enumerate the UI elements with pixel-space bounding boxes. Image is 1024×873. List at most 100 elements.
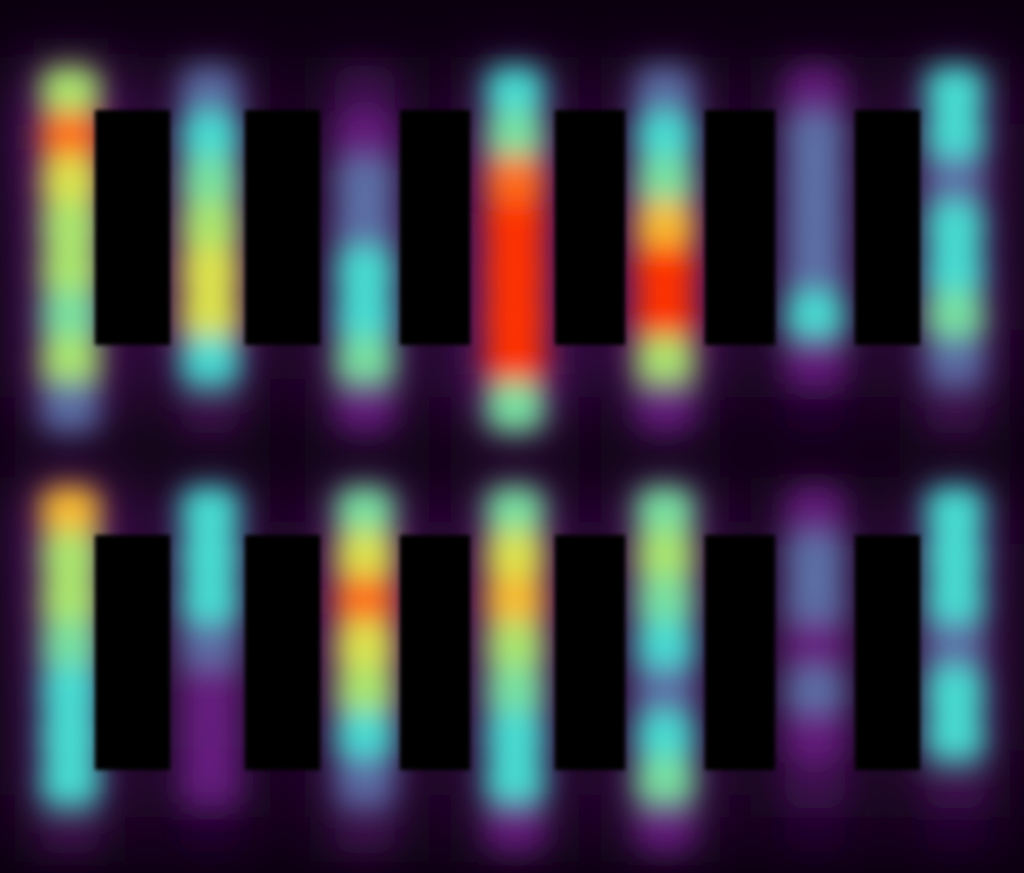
heat-cell — [635, 291, 695, 343]
heat-cell — [635, 666, 695, 718]
heat-cell — [635, 486, 695, 538]
heat-cell — [635, 711, 695, 763]
heat-cell — [180, 201, 240, 253]
heat-cell — [180, 576, 240, 628]
heat-cell — [785, 111, 845, 163]
heat-cell — [335, 246, 395, 298]
heat-cell — [925, 576, 985, 628]
heat-glow — [760, 792, 870, 862]
heat-cell — [635, 246, 695, 298]
heat-cell — [785, 531, 845, 583]
heat-cell — [180, 291, 240, 343]
heat-cell — [335, 486, 395, 538]
heat-cell — [40, 756, 100, 808]
heat-cell — [335, 756, 395, 808]
heat-cell — [635, 531, 695, 583]
shelf — [855, 535, 920, 770]
heat-glow — [15, 372, 125, 442]
shelf — [705, 535, 775, 770]
heat-cell — [180, 711, 240, 763]
heat-cell — [40, 531, 100, 583]
heat-cell — [785, 201, 845, 253]
heat-cell — [925, 201, 985, 253]
heat-cell — [485, 621, 545, 673]
heat-cell — [785, 336, 845, 388]
heat-cell — [335, 666, 395, 718]
heat-glow — [610, 372, 720, 442]
heat-cell — [785, 801, 845, 853]
shelves — [95, 110, 920, 770]
heat-cell — [485, 756, 545, 808]
glow-layer — [15, 57, 1010, 862]
heat-cell — [635, 801, 695, 853]
heat-cell — [635, 621, 695, 673]
heat-cell — [925, 156, 985, 208]
background — [0, 0, 1024, 873]
heat-cell — [40, 111, 100, 163]
heat-cell — [485, 531, 545, 583]
heat-cell — [335, 381, 395, 433]
heat-cell — [40, 336, 100, 388]
heat-cell — [925, 531, 985, 583]
heat-cell — [485, 486, 545, 538]
heat-cell — [485, 201, 545, 253]
heat-cell — [180, 531, 240, 583]
heat-cell — [40, 621, 100, 673]
heat-glow — [310, 792, 420, 862]
heat-cell — [335, 66, 395, 118]
heatmap-chart — [0, 0, 1024, 873]
heat-cell — [180, 381, 240, 433]
heat-cell — [180, 66, 240, 118]
heat-cell — [40, 201, 100, 253]
heat-glow — [155, 792, 265, 862]
heat-cell — [925, 486, 985, 538]
heat-cell — [180, 156, 240, 208]
heat-cell — [785, 666, 845, 718]
heat-cell — [180, 666, 240, 718]
heat-cell — [180, 486, 240, 538]
heat-cell — [635, 111, 695, 163]
heat-glow — [900, 792, 1010, 862]
heat-glow — [460, 372, 570, 442]
heat-cell — [785, 711, 845, 763]
heat-cell — [40, 246, 100, 298]
heat-cell — [925, 246, 985, 298]
heat-cell — [635, 201, 695, 253]
heat-cell — [335, 291, 395, 343]
heat-cell — [785, 156, 845, 208]
heat-cell — [785, 381, 845, 433]
heat-cell — [40, 66, 100, 118]
heat-cell — [485, 336, 545, 388]
heat-cell — [925, 381, 985, 433]
heat-cell — [485, 666, 545, 718]
heat-cell — [40, 291, 100, 343]
heat-cell — [485, 156, 545, 208]
heat-cell — [925, 291, 985, 343]
heat-cell — [485, 246, 545, 298]
shelf — [95, 110, 170, 345]
heat-glow — [610, 792, 720, 862]
heat-cell — [40, 711, 100, 763]
heat-cell — [485, 291, 545, 343]
heat-cell — [635, 66, 695, 118]
heat-cell — [180, 336, 240, 388]
heat-cell — [485, 66, 545, 118]
shelf — [245, 110, 320, 345]
heat-cell — [485, 576, 545, 628]
heat-cell — [335, 621, 395, 673]
heat-cell — [925, 801, 985, 853]
heat-cell — [635, 756, 695, 808]
shelf — [400, 535, 470, 770]
heat-cell — [40, 381, 100, 433]
heat-cell — [785, 291, 845, 343]
heat-cell — [485, 711, 545, 763]
shelf — [555, 110, 625, 345]
heat-cell — [925, 336, 985, 388]
shelf — [705, 110, 775, 345]
shelf — [555, 535, 625, 770]
heat-glow — [900, 372, 1010, 442]
heat-cell — [785, 66, 845, 118]
heat-cell — [785, 486, 845, 538]
heat-cell — [335, 711, 395, 763]
heat-glow — [310, 372, 420, 442]
